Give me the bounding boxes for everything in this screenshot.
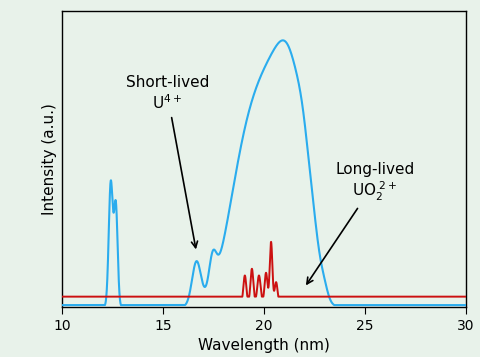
Text: Long-lived
$\mathregular{UO_2^{\ 2+}}$: Long-lived $\mathregular{UO_2^{\ 2+}}$ [307,162,415,284]
X-axis label: Wavelength (nm): Wavelength (nm) [198,338,330,353]
Text: Short-lived
$\mathregular{U^{4+}}$: Short-lived $\mathregular{U^{4+}}$ [126,75,209,248]
Y-axis label: Intensity (a.u.): Intensity (a.u.) [42,103,57,215]
